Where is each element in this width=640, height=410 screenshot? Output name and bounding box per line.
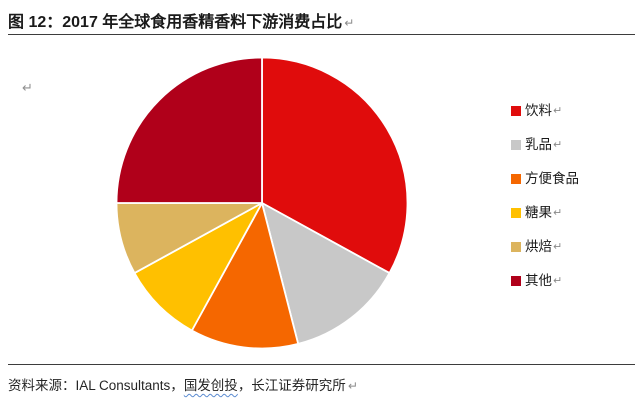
pie-slice-糖果 <box>133 202 263 332</box>
legend-swatch-icon <box>511 139 521 150</box>
source-text-1: IAL Consultants， <box>75 378 184 393</box>
source-divider <box>8 364 635 365</box>
legend-item-烘焙: 烘焙 ↵ <box>511 239 579 254</box>
legend-swatch-icon <box>511 275 521 286</box>
return-mark-icon: ↵ <box>553 139 563 151</box>
source-prefix: 资料来源： <box>8 378 76 393</box>
return-mark-icon: ↵ <box>553 105 563 117</box>
pie-slice-其他 <box>115 56 263 204</box>
pie-slice-乳品 <box>261 202 391 345</box>
source-spellcheck-term: 国发创投 <box>183 378 238 393</box>
source-text-2: ，长江证券研究所 <box>237 378 346 393</box>
pie-chart <box>115 56 409 350</box>
legend-item-乳品: 乳品 ↵ <box>511 137 579 152</box>
pie-chart-svg <box>115 56 409 350</box>
legend-item-饮料: 饮料 ↵ <box>511 103 579 118</box>
figure-title: 图 12：2017 年全球食用香精香料下游消费占比 <box>8 14 343 31</box>
legend-item-其他: 其他 ↵ <box>511 273 579 288</box>
title-divider <box>8 34 635 35</box>
pie-slice-饮料 <box>261 56 409 274</box>
legend-label: 饮料 <box>525 103 552 118</box>
legend-swatch-icon <box>511 241 521 252</box>
return-mark-icon: ↵ <box>347 379 358 393</box>
legend-item-方便食品: 方便食品 <box>511 171 579 186</box>
legend-label: 糖果 <box>525 205 552 220</box>
pie-slice-方便食品 <box>191 202 300 350</box>
chart-legend: 饮料 ↵ 乳品 ↵ 方便食品 糖果 ↵ 烘焙 ↵ 其他 ↵ <box>511 103 579 288</box>
legend-label: 乳品 <box>525 137 552 152</box>
legend-label: 方便食品 <box>525 171 579 186</box>
return-mark-icon: ↵ <box>553 207 563 219</box>
legend-swatch-icon <box>511 105 521 116</box>
return-mark-icon: ↵ <box>22 80 33 95</box>
source-line: 资料来源：IAL Consultants，国发创投，长江证券研究所 ↵ <box>8 374 358 394</box>
return-mark-icon: ↵ <box>553 275 563 287</box>
legend-label: 其他 <box>525 273 552 288</box>
return-mark-icon: ↵ <box>344 16 355 30</box>
figure-title-row: 图 12：2017 年全球食用香精香料下游消费占比 ↵ <box>8 8 354 32</box>
legend-label: 烘焙 <box>525 239 552 254</box>
legend-swatch-icon <box>511 207 521 218</box>
return-mark-icon: ↵ <box>553 241 563 253</box>
legend-swatch-icon <box>511 173 521 184</box>
legend-item-糖果: 糖果 ↵ <box>511 205 579 220</box>
